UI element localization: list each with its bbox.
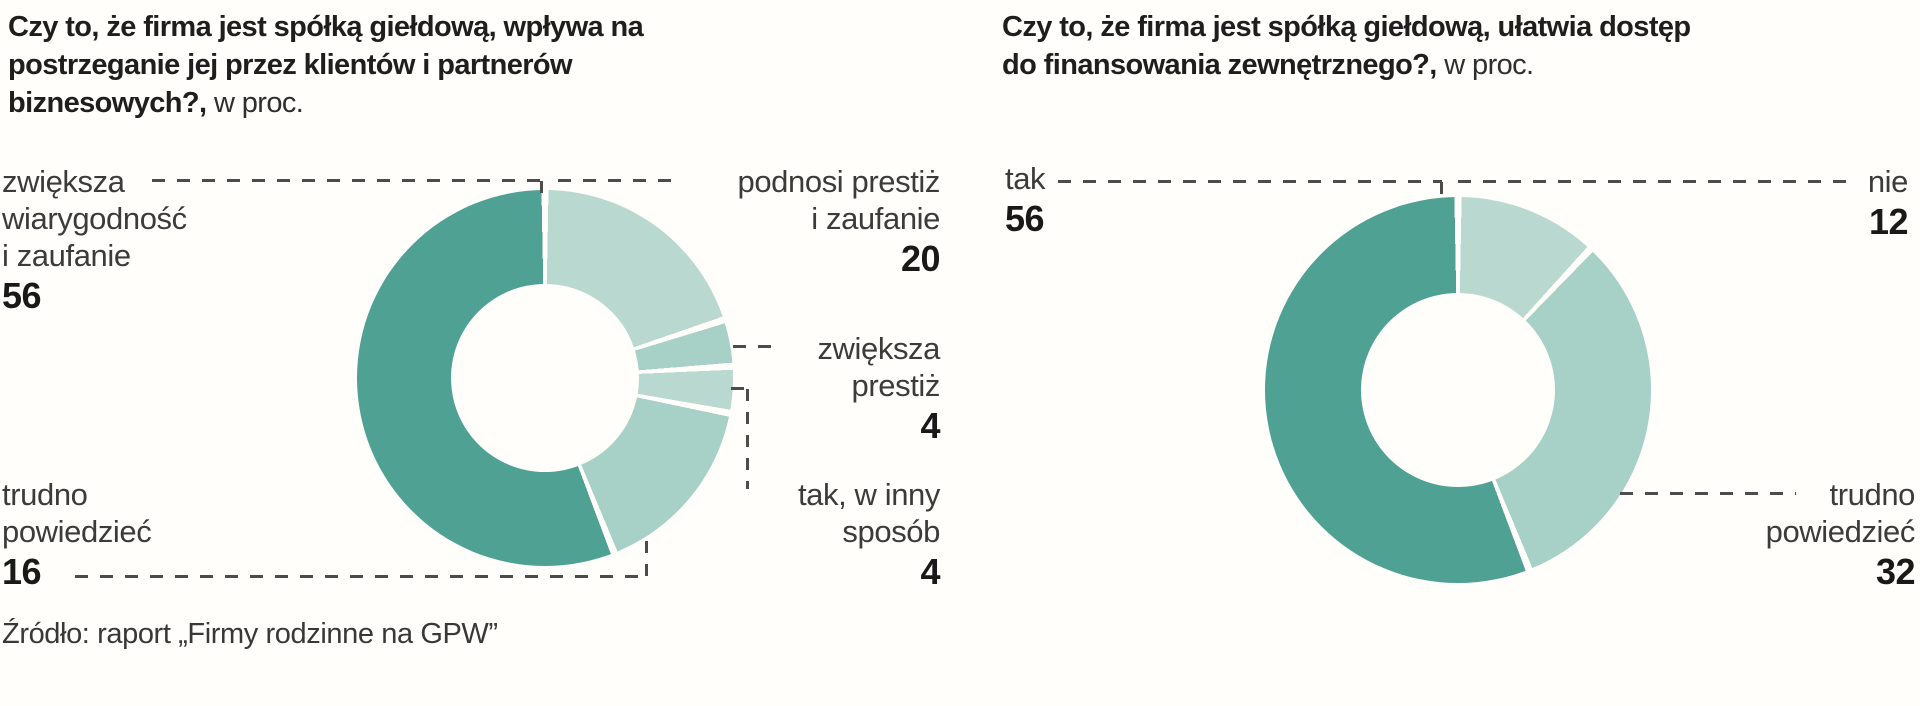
callout-value: 32 (1875, 551, 1916, 592)
leader-line (733, 345, 779, 348)
title-line: do finansowania zewnętrznego?, (1002, 49, 1437, 81)
callout-label-line: prestiż (851, 368, 940, 403)
callout-value: 56 (2, 275, 42, 316)
callout-zwieksza-wiarygodnosc: zwiększa wiarygodność i zaufanie 56 (2, 163, 187, 317)
callout-label-line: nie (1867, 164, 1909, 199)
callout-label-line: sposób (842, 514, 940, 549)
title-unit: w proc. (213, 87, 304, 119)
leader-line-tick (1440, 182, 1443, 198)
leader-line (1058, 180, 1442, 183)
callout-label-line: zwiększa (2, 164, 125, 199)
title-line: postrzeganie jej przez klientów i partne… (8, 49, 573, 81)
callout-label-line: trudno (2, 477, 88, 512)
callout-label-line: trudno (1829, 477, 1916, 512)
title-line: Czy to, że firma jest spółką giełdową, u… (1002, 11, 1691, 43)
callout-trudno-powiedziec-left: trudno powiedzieć 16 (2, 476, 152, 593)
leader-line-tick (645, 541, 648, 577)
callout-label-line: i zaufanie (2, 238, 131, 273)
title-line: biznesowych?, (8, 87, 207, 119)
donut-chart-perception (357, 190, 733, 566)
source-credit: Źródło: raport „Firmy rodzinne na GPW” (2, 618, 498, 650)
callout-label-line: tak (1005, 161, 1046, 196)
callout-zwieksza-prestiz: zwiększa prestiż 4 (700, 330, 940, 447)
donut-chart-financing (1265, 197, 1651, 583)
leader-line (75, 575, 647, 578)
callout-value: 20 (900, 238, 941, 279)
callout-label-line: zwiększa (817, 331, 940, 366)
leader-line (731, 387, 749, 390)
callout-tak-w-inny-sposob: tak, w inny sposób 4 (660, 476, 941, 593)
leader-line (152, 179, 540, 182)
callout-nie: nie 12 (1750, 163, 1909, 243)
callout-value: 56 (1005, 198, 1045, 239)
chart-title-right: Czy to, że firma jest spółką giełdową, u… (1002, 8, 1822, 84)
callout-label-line: powiedzieć (2, 514, 152, 549)
callout-label-line: powiedzieć (1765, 514, 1916, 549)
callout-trudno-powiedziec-right: trudno powiedzieć 32 (1640, 476, 1916, 593)
callout-value: 4 (920, 551, 940, 592)
leader-line (558, 179, 680, 182)
leader-line (1620, 492, 1796, 495)
leader-line (746, 389, 749, 489)
callout-label-line: tak, w inny (797, 477, 940, 512)
callout-label-line: podnosi prestiż (737, 164, 940, 199)
callout-value: 12 (1868, 201, 1909, 242)
chart-title-left: Czy to, że firma jest spółką giełdową, w… (8, 8, 728, 122)
callout-tak: tak 56 (1005, 160, 1046, 240)
leader-line-tick (540, 181, 543, 195)
title-unit: w proc. (1444, 49, 1534, 81)
leader-line (1458, 180, 1854, 183)
callout-value: 16 (2, 551, 42, 592)
callout-podnosi-prestiz: podnosi prestiż i zaufanie 20 (640, 163, 940, 280)
title-line: Czy to, że firma jest spółką giełdową, w… (8, 11, 644, 43)
callout-label-line: wiarygodność (2, 201, 187, 236)
callout-label-line: i zaufanie (811, 201, 940, 236)
callout-value: 4 (920, 405, 940, 446)
